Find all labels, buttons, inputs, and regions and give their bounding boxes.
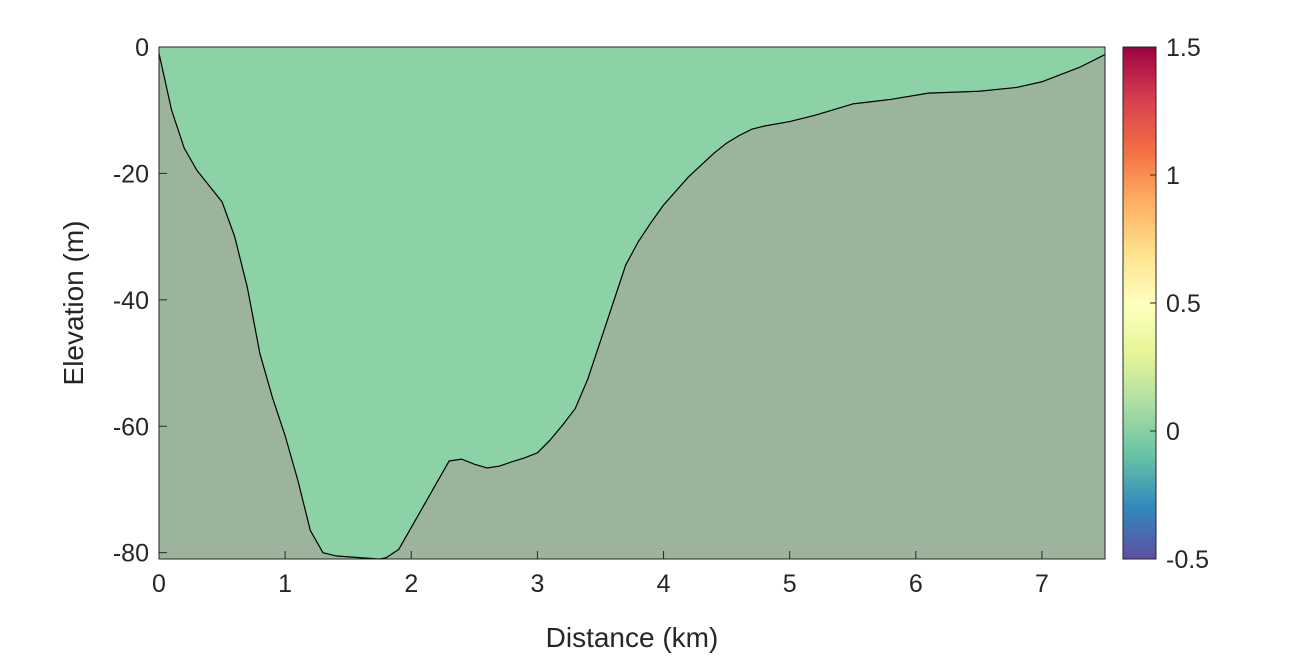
- riverbed-area: [159, 47, 1105, 559]
- x-tick-label: 7: [1035, 570, 1049, 598]
- colorbar-tick-label: 1: [1166, 162, 1180, 190]
- riverbed-profile-line: [158, 53, 1106, 560]
- y-axis-title: Elevation (m): [58, 221, 89, 386]
- colorbar-ticks: 1.5 1 0.5 0 -0.5: [1150, 34, 1209, 574]
- plot-area: [158, 46, 1106, 560]
- colorbar-tick-label: 0: [1166, 418, 1180, 446]
- colorbar: 1.5 1 0.5 0 -0.5: [1122, 34, 1209, 574]
- y-tick-label: 0: [135, 34, 149, 62]
- x-tick-label: 1: [278, 570, 292, 598]
- x-tick-label: 5: [783, 570, 797, 598]
- x-tick-label: 4: [657, 570, 671, 598]
- x-tick-label: 2: [404, 570, 418, 598]
- plot-frame: [158, 46, 1106, 560]
- y-axis: 0 -20 -40 -60 -80: [113, 34, 167, 568]
- y-tick-label: -60: [113, 413, 149, 441]
- colorbar-tick-label: -0.5: [1166, 546, 1209, 574]
- x-axis-title: Distance (km): [546, 622, 719, 653]
- x-tick-label: 6: [909, 570, 923, 598]
- x-tick-label: 3: [530, 570, 544, 598]
- colorbar-tick-label: 1.5: [1166, 34, 1201, 62]
- colorbar-gradient: [1122, 46, 1157, 560]
- x-tick-label: 0: [152, 570, 166, 598]
- colorbar-tick-label: 0.5: [1166, 290, 1201, 318]
- y-tick-label: -20: [113, 160, 149, 188]
- y-tick-label: -80: [113, 540, 149, 568]
- y-tick-label: -40: [113, 287, 149, 315]
- x-axis: 0 1 2 3 4 5 6 7: [152, 551, 1049, 598]
